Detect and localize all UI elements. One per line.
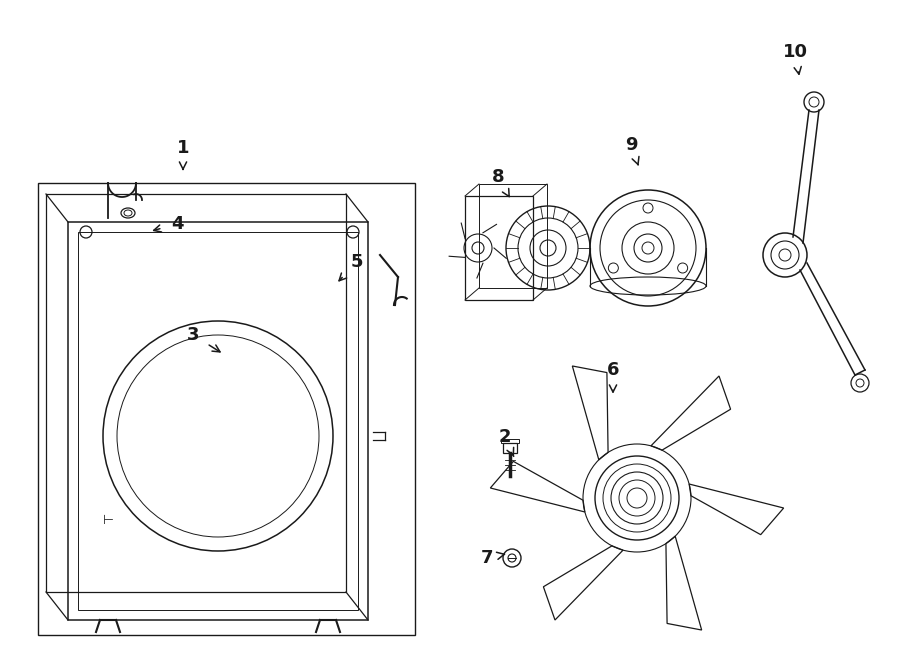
Text: 9: 9 [625, 136, 639, 165]
Text: ⊢: ⊢ [103, 514, 113, 527]
Text: 10: 10 [782, 43, 807, 74]
Text: 4: 4 [154, 215, 184, 233]
Text: 1: 1 [176, 139, 189, 169]
Text: 6: 6 [607, 361, 619, 392]
Text: 7: 7 [481, 549, 505, 567]
Text: 5: 5 [339, 253, 364, 281]
Text: 2: 2 [499, 428, 514, 457]
Text: 8: 8 [491, 168, 509, 197]
Text: 3: 3 [187, 326, 220, 352]
